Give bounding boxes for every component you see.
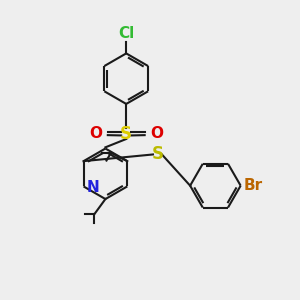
Text: S: S bbox=[120, 125, 132, 143]
Text: Br: Br bbox=[244, 178, 263, 193]
Text: O: O bbox=[150, 126, 163, 141]
Text: Cl: Cl bbox=[118, 26, 134, 41]
Text: O: O bbox=[89, 126, 102, 141]
Text: S: S bbox=[152, 146, 164, 164]
Text: N: N bbox=[87, 179, 100, 194]
